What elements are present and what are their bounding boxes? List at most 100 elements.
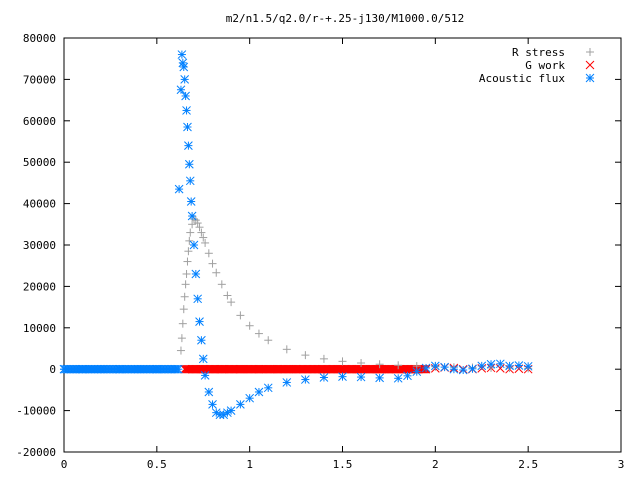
point-acoustic-flux: [338, 372, 347, 382]
point-acoustic-flux: [254, 387, 264, 397]
point-acoustic-flux: [179, 62, 189, 72]
point-acoustic-flux: [505, 361, 514, 371]
y-tick-label: 20000: [23, 280, 56, 293]
point-r-stress: [201, 238, 210, 247]
point-r-stress: [217, 280, 226, 289]
y-tick-label: 50000: [23, 156, 56, 169]
x-tick-label: 1: [246, 458, 253, 471]
point-acoustic-flux: [193, 294, 203, 304]
point-r-stress: [375, 360, 384, 369]
point-r-stress: [183, 257, 192, 266]
y-tick-label: 40000: [23, 198, 56, 211]
point-r-stress: [245, 321, 254, 330]
x-tick-label: 1.5: [333, 458, 353, 471]
point-r-stress: [394, 361, 403, 370]
point-r-stress: [223, 291, 232, 300]
point-acoustic-flux: [403, 371, 412, 381]
point-acoustic-flux: [236, 400, 245, 409]
point-acoustic-flux: [477, 361, 487, 371]
point-r-stress: [254, 329, 263, 338]
point-acoustic-flux: [412, 367, 422, 377]
x-tick-label: 3: [618, 458, 625, 471]
y-tick-label: -20000: [16, 446, 56, 459]
point-acoustic-flux: [393, 373, 403, 383]
point-r-stress: [197, 228, 206, 237]
point-r-stress: [301, 351, 310, 360]
legend-marker-acoustic-flux: [585, 73, 595, 83]
legend-marker-g-work: [585, 60, 595, 70]
point-r-stress: [204, 249, 213, 258]
point-r-stress: [185, 236, 194, 245]
point-r-stress: [357, 358, 366, 367]
legend-label-acoustic-flux: Acoustic flux: [479, 72, 565, 85]
legend-label-g-work: G work: [525, 59, 565, 72]
point-r-stress: [180, 292, 189, 301]
point-acoustic-flux: [356, 372, 366, 382]
point-acoustic-flux: [197, 335, 206, 345]
y-tick-label: 60000: [23, 115, 56, 128]
chart-title: m2/n1.5/q2.0/r-+.25-j130/M1000.0/512: [226, 12, 464, 25]
point-acoustic-flux: [174, 364, 183, 374]
point-acoustic-flux: [180, 75, 190, 84]
point-acoustic-flux: [181, 91, 190, 101]
point-acoustic-flux: [219, 410, 229, 420]
point-r-stress: [177, 334, 186, 343]
point-r-stress: [199, 233, 208, 242]
point-acoustic-flux: [458, 365, 468, 375]
point-r-stress: [178, 319, 187, 328]
data-marks: [59, 50, 533, 420]
point-acoustic-flux: [301, 375, 310, 384]
legend-marker-r-stress: [586, 48, 594, 56]
y-tick-label: -10000: [16, 405, 56, 418]
y-tick-label: 10000: [23, 322, 56, 335]
point-acoustic-flux: [430, 361, 440, 371]
legend-label-r-stress: R stress: [512, 46, 565, 59]
point-r-stress: [338, 357, 347, 366]
point-acoustic-flux: [200, 371, 210, 380]
point-acoustic-flux: [495, 359, 505, 369]
point-g-work: [495, 364, 505, 373]
axis-ticks: 0 0.5 1 1.5 2 2.5 3 -20000 -10000 0 10000 20000 3000…: [16, 32, 624, 471]
point-acoustic-flux: [198, 354, 208, 364]
point-r-stress: [176, 346, 185, 355]
point-r-stress: [227, 298, 236, 307]
point-r-stress: [181, 280, 190, 289]
point-acoustic-flux: [282, 378, 292, 387]
y-tick-label: 0: [49, 363, 56, 376]
x-tick-label: 2: [432, 458, 439, 471]
point-acoustic-flux: [263, 383, 273, 393]
point-r-stress: [182, 269, 191, 278]
x-tick-label: 2.5: [518, 458, 538, 471]
point-acoustic-flux: [174, 184, 184, 194]
point-acoustic-flux: [486, 359, 496, 369]
point-acoustic-flux: [183, 122, 192, 132]
point-acoustic-flux: [421, 363, 431, 373]
y-tick-label: 70000: [23, 73, 56, 86]
point-acoustic-flux: [449, 364, 459, 374]
point-acoustic-flux: [186, 197, 196, 206]
point-r-stress: [282, 345, 291, 354]
point-acoustic-flux: [187, 211, 197, 221]
y-tick-label: 30000: [23, 239, 56, 252]
point-acoustic-flux: [184, 141, 193, 150]
point-acoustic-flux: [176, 85, 186, 95]
point-r-stress: [186, 228, 195, 237]
point-r-stress: [179, 305, 188, 314]
point-r-stress: [208, 259, 217, 268]
point-acoustic-flux: [191, 269, 201, 279]
point-r-stress: [264, 336, 273, 345]
point-acoustic-flux: [375, 373, 384, 383]
point-acoustic-flux: [177, 50, 187, 59]
point-acoustic-flux: [440, 362, 449, 372]
point-acoustic-flux: [182, 106, 191, 115]
point-r-stress: [319, 354, 328, 363]
series-r-stress: [176, 214, 533, 373]
point-r-stress: [184, 247, 193, 256]
point-acoustic-flux: [319, 373, 329, 382]
x-tick-label: 0.5: [147, 458, 167, 471]
point-acoustic-flux: [195, 317, 204, 326]
point-r-stress: [236, 311, 245, 320]
point-acoustic-flux: [208, 400, 217, 409]
